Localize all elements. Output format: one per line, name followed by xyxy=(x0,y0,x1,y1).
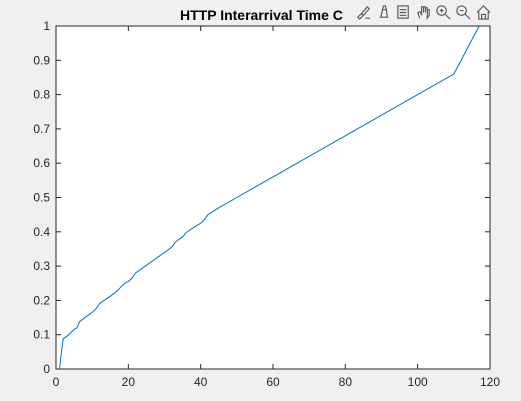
y-tick-label: 1 xyxy=(43,19,50,33)
y-tick-label: 0.9 xyxy=(33,53,50,67)
home-icon xyxy=(475,4,492,26)
y-tick-label: 0.1 xyxy=(33,328,50,342)
x-tick-label: 60 xyxy=(266,375,280,389)
export-button[interactable] xyxy=(394,5,412,25)
zoom-out-icon xyxy=(455,4,472,26)
x-tick-label: 0 xyxy=(53,375,60,389)
plot-area xyxy=(55,25,491,370)
brush-button[interactable] xyxy=(354,5,372,25)
data-tips-icon xyxy=(375,4,392,26)
pan-icon xyxy=(415,4,432,26)
zoom-out-button[interactable] xyxy=(454,5,472,25)
y-tick-label: 0.4 xyxy=(33,225,50,239)
y-tick-label: 0.6 xyxy=(33,156,50,170)
y-tick-label: 0.7 xyxy=(33,122,50,136)
home-button[interactable] xyxy=(474,5,492,25)
data-tips-button[interactable] xyxy=(374,5,392,25)
zoom-in-button[interactable] xyxy=(434,5,452,25)
brush-icon xyxy=(355,4,372,26)
zoom-in-icon xyxy=(435,4,452,26)
x-tick-label: 120 xyxy=(480,375,500,389)
y-tick-label: 0.2 xyxy=(33,293,50,307)
x-tick-label: 100 xyxy=(408,375,428,389)
pan-button[interactable] xyxy=(414,5,432,25)
y-tick-label: 0.3 xyxy=(33,259,50,273)
cdf-line xyxy=(59,25,480,370)
x-tick-label: 20 xyxy=(122,375,136,389)
y-tick-label: 0.5 xyxy=(33,191,50,205)
export-icon xyxy=(395,4,412,26)
chart-title: HTTP Interarrival Time C xyxy=(180,7,343,23)
plot-axes[interactable]: 0 20 40 60 80 100 120 0 0.1 0.2 0.3 0.4 0.5 0.6 0.7 0.8… xyxy=(33,19,500,389)
y-tick-label: 0 xyxy=(43,362,50,376)
x-tick-label: 80 xyxy=(339,375,353,389)
y-tick-label: 0.8 xyxy=(33,88,50,102)
axes-toolbar xyxy=(354,4,492,26)
x-tick-label: 40 xyxy=(194,375,208,389)
